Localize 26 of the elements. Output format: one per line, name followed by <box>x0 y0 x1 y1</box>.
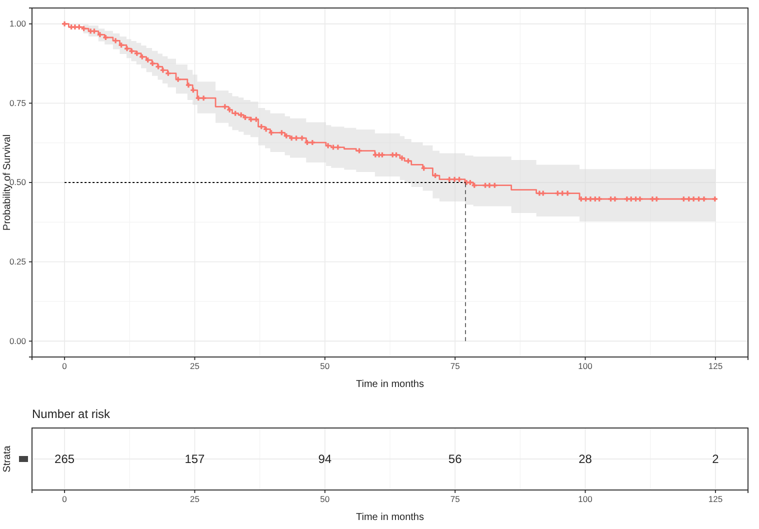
x-tick-label: 25 <box>190 494 200 504</box>
x-tick-label: 100 <box>578 494 593 504</box>
x-tick-label: 75 <box>450 361 460 372</box>
x-tick-label: 75 <box>450 494 460 504</box>
data-label: 94 <box>318 452 332 466</box>
data-label: 56 <box>448 452 462 466</box>
x-axis-title: Time in months <box>356 379 424 390</box>
data-label: 2 <box>712 452 720 466</box>
x-tick-label: 100 <box>578 361 593 372</box>
x-tick-label: 25 <box>190 361 200 372</box>
data-label: 265 <box>54 452 75 466</box>
y-tick-label: 0.00 <box>9 336 26 346</box>
x-tick-label: 125 <box>708 494 723 504</box>
x-tick-label: 125 <box>708 361 723 372</box>
chart-title: Number at risk <box>32 407 112 421</box>
y-tick-label: 1.00 <box>9 18 26 29</box>
data-label: 157 <box>184 452 206 466</box>
y-tick-label: 0.75 <box>9 98 26 108</box>
x-tick-label: 0 <box>62 361 68 372</box>
data-label: 28 <box>578 452 592 466</box>
x-tick-label: 50 <box>320 361 330 372</box>
y-tick-label: 0.25 <box>9 256 26 267</box>
y-axis-title: Strata <box>2 445 13 472</box>
x-axis-title: Time in months <box>356 512 424 523</box>
x-tick-label: 0 <box>62 494 68 504</box>
x-tick-label: 50 <box>320 494 330 504</box>
